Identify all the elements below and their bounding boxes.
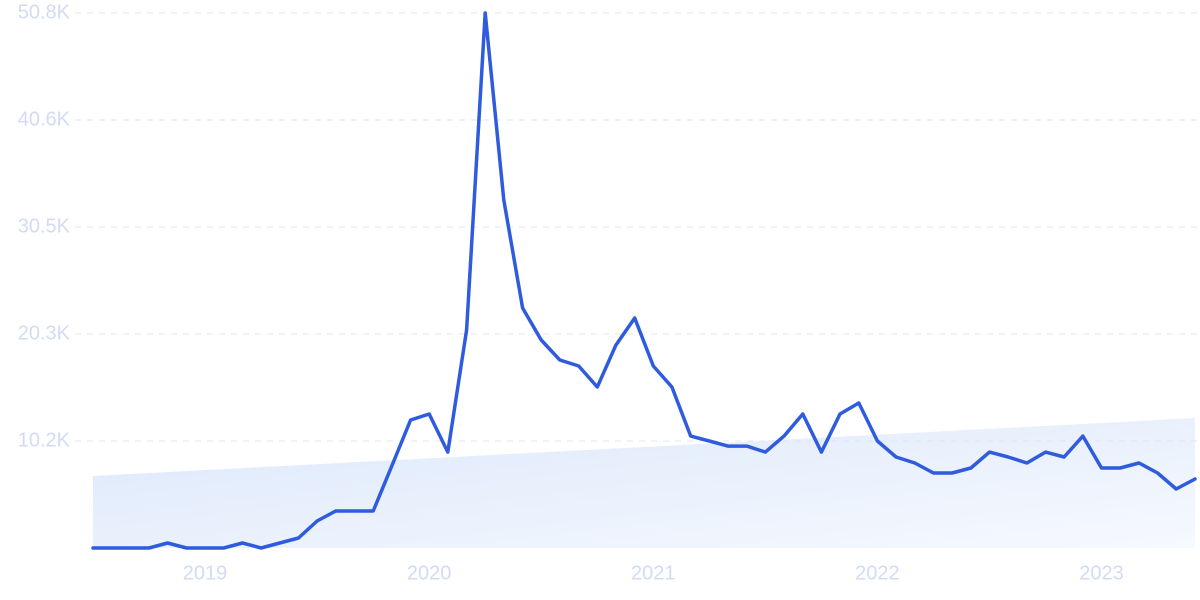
- x-tick-label: 2020: [407, 562, 452, 584]
- x-tick-label: 2019: [183, 562, 228, 584]
- y-tick-label: 20.3K: [18, 322, 71, 344]
- trend-line: [91, 11, 1197, 550]
- y-tick-label: 40.6K: [18, 108, 71, 130]
- y-tick-label: 30.5K: [18, 215, 71, 237]
- x-tick-label: 2023: [1079, 562, 1124, 584]
- x-tick-label: 2022: [855, 562, 900, 584]
- x-tick-label: 2021: [631, 562, 676, 584]
- y-tick-label: 10.2K: [18, 429, 71, 451]
- y-tick-label: 50.8K: [18, 1, 71, 23]
- trend-area: [93, 418, 1195, 548]
